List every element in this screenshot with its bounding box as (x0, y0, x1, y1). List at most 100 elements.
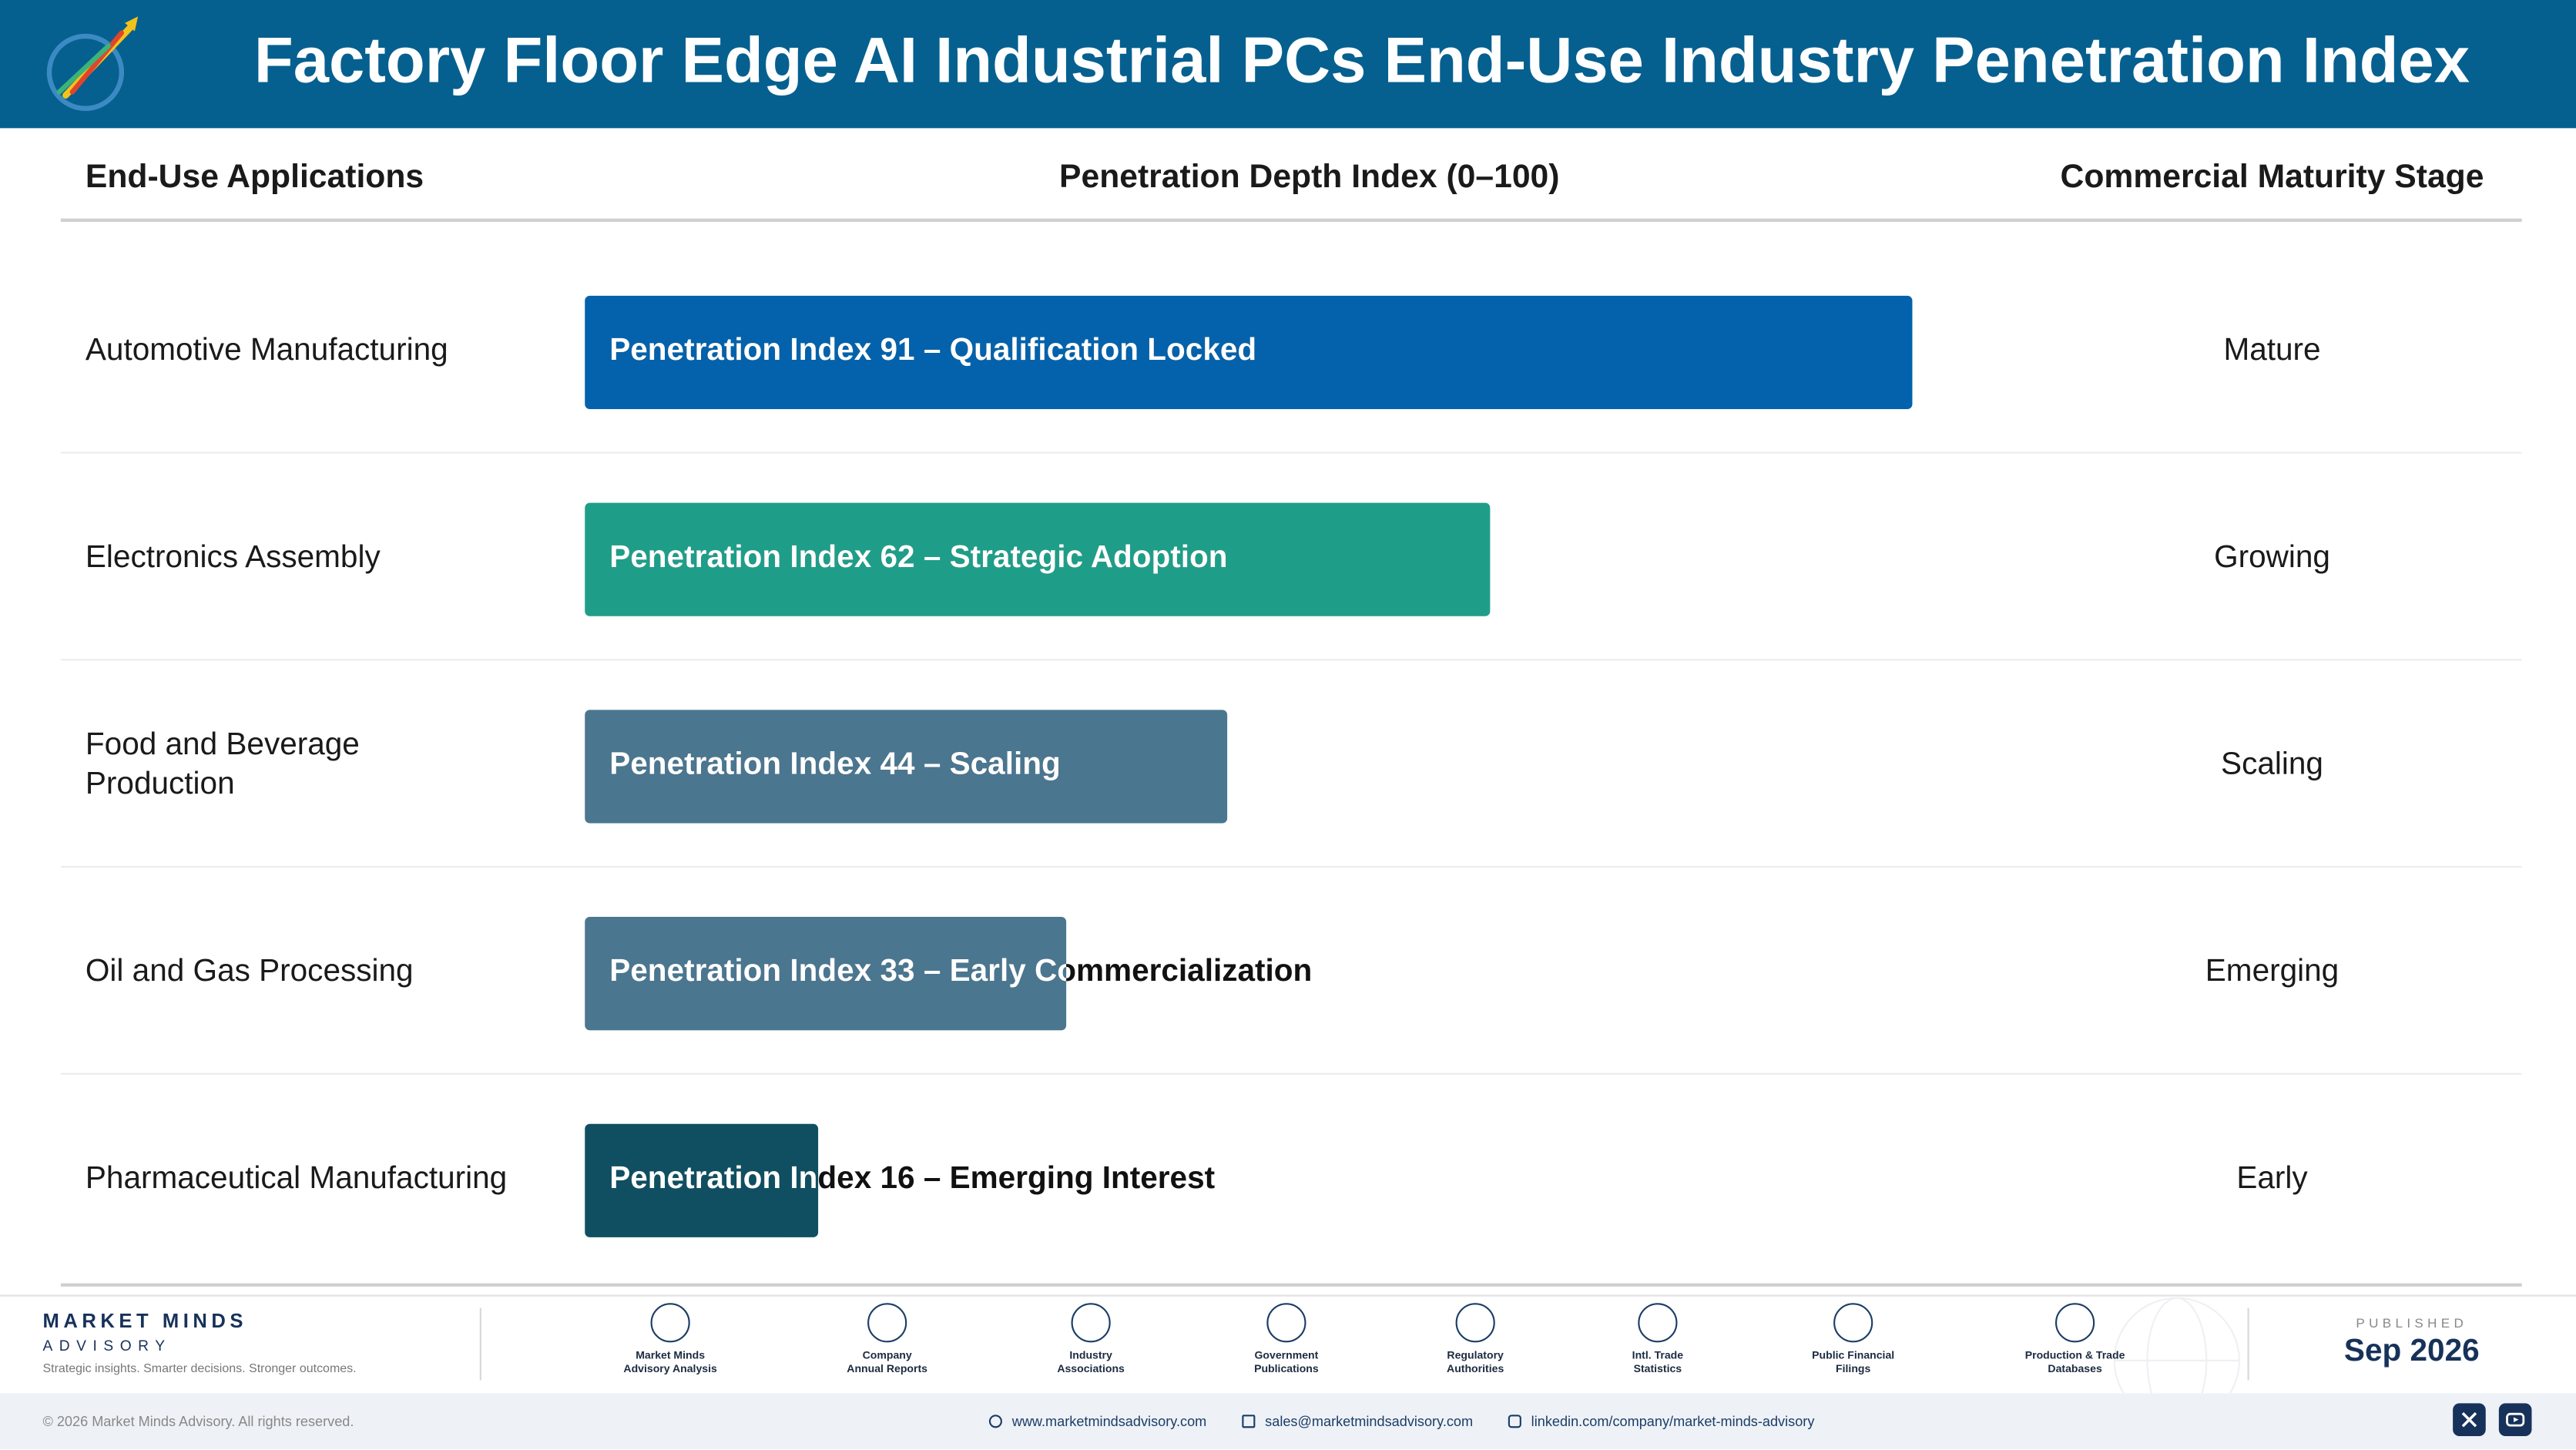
logo-icon (46, 16, 139, 111)
source-label-line1: Government (1254, 1351, 1319, 1363)
source-item: Company Annual Reports (797, 1303, 978, 1377)
maturity-stage: Scaling (2221, 747, 2323, 783)
chart-icon (650, 1303, 690, 1343)
bar-label-overlay: Penetration Index 33 – Early Commerciali… (585, 917, 1066, 1030)
bar-label-overlay-text: Penetration Index 91 – Qualification Loc… (609, 333, 1257, 368)
linkedin-link[interactable]: linkedin.com/company/market-minds-adviso… (1508, 1413, 1815, 1430)
globe-icon (988, 1415, 1002, 1428)
bar-label: Penetration Index 62 – Strategic Adoptio… (609, 540, 1228, 576)
youtube-social-button[interactable] (2498, 1403, 2532, 1436)
globe-watermark-icon (2113, 1297, 2240, 1394)
document-icon (867, 1303, 907, 1343)
network-icon (1071, 1303, 1111, 1343)
application-label: Electronics Assembly (85, 540, 381, 576)
header-rule (60, 218, 2522, 222)
bar-label: Penetration Index 91 – Qualification Loc… (609, 333, 1257, 368)
source-label-line1: Public Financial (1812, 1351, 1895, 1363)
maturity-stage: Mature (2223, 333, 2321, 368)
bar (585, 710, 1227, 824)
source-label: Production & Trade Databases (1984, 1351, 2165, 1377)
bar (585, 1123, 819, 1237)
published-date: Sep 2026 (2343, 1334, 2480, 1369)
source-item: Government Publications (1196, 1303, 1377, 1377)
footer-divider (2247, 1307, 2249, 1381)
bar-label-overlay-text: Penetration Index 62 – Strategic Adoptio… (609, 540, 1228, 576)
source-label-line1: Industry (1069, 1351, 1112, 1363)
page-title: Factory Floor Edge AI Industrial PCs End… (253, 26, 2470, 97)
bar (585, 917, 1067, 1031)
globe-icon (1638, 1303, 1678, 1343)
maturity-stage: Growing (2214, 540, 2330, 576)
footer-divider (479, 1307, 481, 1381)
source-label-line1: Regulatory (1447, 1351, 1504, 1363)
bar-label: Penetration Index 33 – Early Commerciali… (609, 955, 1313, 989)
bar (585, 502, 1490, 616)
application-label: Food and Beverage Production (85, 727, 360, 802)
maturity-stage: Early (2236, 1161, 2308, 1197)
source-label-line2: Filings (1836, 1364, 1871, 1376)
source-label: Intl. Trade Statistics (1568, 1351, 1749, 1377)
bar-label-overlay-text: Penetration Index 16 – Emerging Interest (609, 1161, 818, 1197)
column-header-applications: End-Use Applications (85, 159, 424, 196)
bar-label: Penetration Index 44 – Scaling (609, 747, 1061, 783)
application-label: Automotive Manufacturing (85, 333, 448, 368)
x-icon (2461, 1411, 2477, 1428)
bottom-bar (0, 1393, 2576, 1450)
source-label: Public Financial Filings (1763, 1351, 1944, 1377)
source-item: Regulatory Authorities (1385, 1303, 1566, 1377)
column-header-index: Penetration Depth Index (0–100) (1059, 159, 1560, 196)
email-text: sales@marketmindsadvisory.com (1265, 1413, 1474, 1430)
database-icon (2055, 1303, 2095, 1343)
source-label-line2: Authorities (1447, 1364, 1504, 1376)
bottom-rule (60, 1283, 2522, 1287)
row-separator (60, 1072, 2522, 1075)
row-separator (60, 865, 2522, 868)
application-label: Pharmaceutical Manufacturing (85, 1161, 508, 1197)
shield-icon (1455, 1303, 1495, 1343)
brand-sub: ADVISORY (42, 1338, 172, 1354)
source-item: Public Financial Filings (1763, 1303, 1944, 1377)
column-header-stage: Commercial Maturity Stage (2060, 159, 2484, 196)
website-text: www.marketmindsadvisory.com (1011, 1413, 1207, 1430)
application-label: Oil and Gas Processing (85, 955, 414, 989)
source-item: Market Minds Advisory Analysis (580, 1303, 761, 1377)
source-label: Industry Associations (1001, 1351, 1182, 1377)
x-social-button[interactable] (2453, 1403, 2486, 1436)
building-icon (1266, 1303, 1306, 1343)
bar-label-overlay: Penetration Index 62 – Strategic Adoptio… (585, 503, 1489, 616)
source-label-line2: Statistics (1633, 1364, 1682, 1376)
source-label: Market Minds Advisory Analysis (580, 1351, 761, 1377)
bar-label-overlay: Penetration Index 44 – Scaling (585, 710, 1226, 823)
source-label-line1: Market Minds (636, 1351, 706, 1363)
website-link[interactable]: www.marketmindsadvisory.com (988, 1413, 1207, 1430)
header-banner: Factory Floor Edge AI Industrial PCs End… (0, 0, 2576, 129)
source-label: Regulatory Authorities (1385, 1351, 1566, 1377)
source-label-line1: Production & Trade (2024, 1351, 2125, 1363)
brand-name: MARKET MINDS (42, 1309, 248, 1333)
linkedin-text: linkedin.com/company/market-minds-adviso… (1531, 1413, 1815, 1430)
row-separator (60, 451, 2522, 454)
source-label-line2: Publications (1254, 1364, 1319, 1376)
bar-label-overlay: Penetration Index 16 – Emerging Interest (585, 1124, 818, 1237)
bar (585, 295, 1913, 410)
linkedin-icon (1508, 1415, 1521, 1428)
bar-label-overlay-text: Penetration Index 33 – Early Commerciali… (609, 955, 1066, 989)
source-label-line1: Company (862, 1351, 912, 1363)
copyright: © 2026 Market Minds Advisory. All rights… (42, 1413, 354, 1430)
source-label-line2: Advisory Analysis (623, 1364, 717, 1376)
source-label: Company Annual Reports (797, 1351, 978, 1377)
row-separator (60, 659, 2522, 661)
source-label-line2: Associations (1057, 1364, 1125, 1376)
source-label-line2: Databases (2048, 1364, 2102, 1376)
bar-label: Penetration Index 16 – Emerging Interest (609, 1161, 1216, 1197)
source-item: Industry Associations (1001, 1303, 1182, 1377)
published-label: PUBLISHED (2356, 1316, 2468, 1331)
email-link[interactable]: sales@marketmindsadvisory.com (1242, 1413, 1473, 1429)
source-item: Production & Trade Databases (1984, 1303, 2165, 1377)
source-label: Government Publications (1196, 1351, 1377, 1377)
brand-tagline: Strategic insights. Smarter decisions. S… (42, 1360, 357, 1376)
source-label-line2: Annual Reports (847, 1364, 928, 1376)
mail-icon (1242, 1415, 1256, 1428)
source-label-line1: Intl. Trade (1632, 1351, 1684, 1363)
